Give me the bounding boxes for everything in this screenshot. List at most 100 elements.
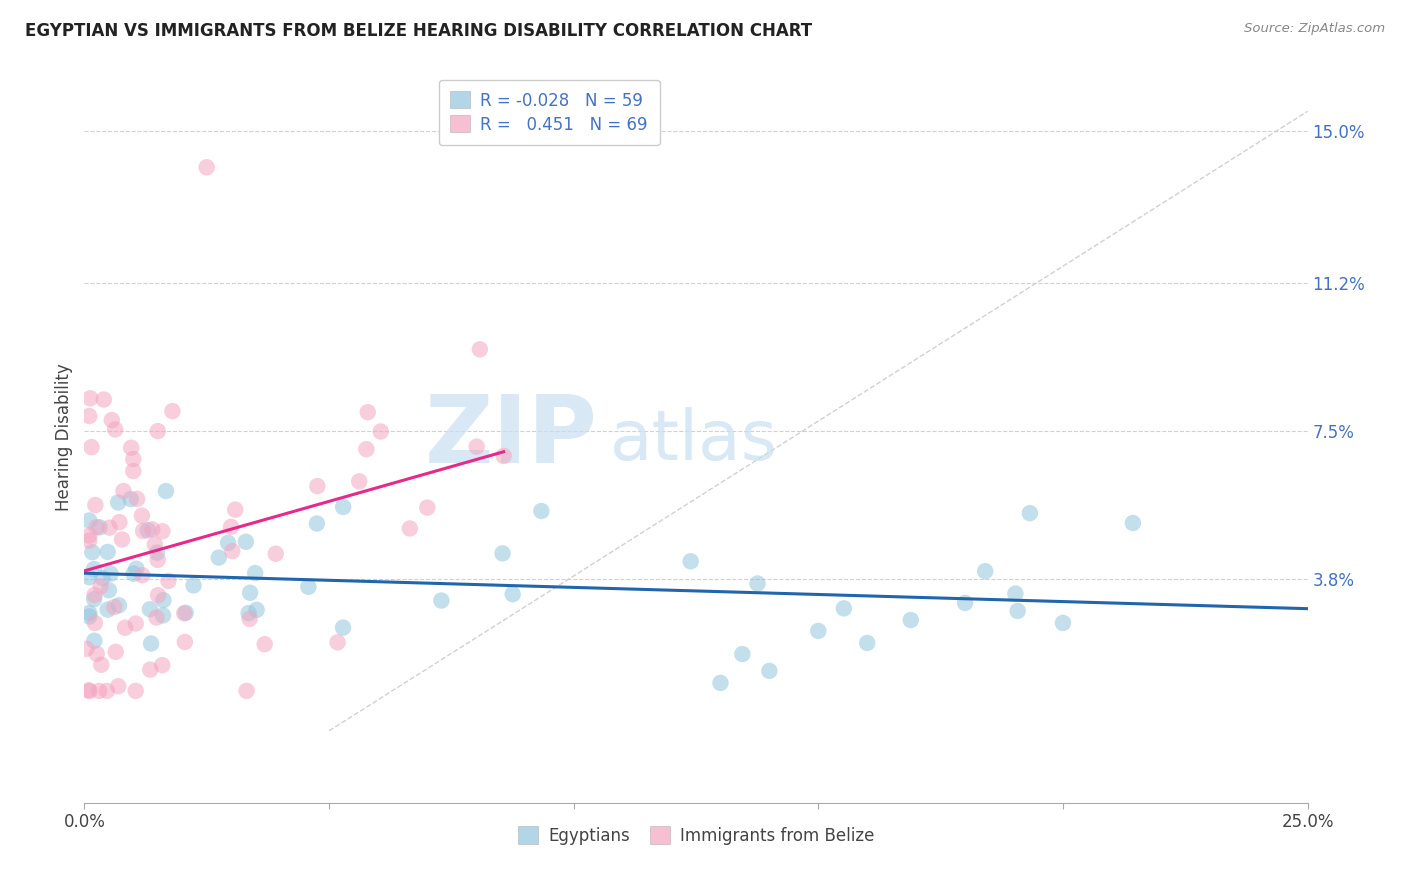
Point — [80, 440, 103, 454]
Point — [235, 534, 257, 549]
Point — [108, 599, 131, 613]
Point — [174, 606, 197, 620]
Point — [709, 676, 731, 690]
Point — [122, 464, 145, 478]
Text: ZIP: ZIP — [425, 391, 598, 483]
Point — [77, 570, 100, 584]
Point — [132, 524, 155, 538]
Point — [195, 161, 218, 175]
Point — [125, 616, 148, 631]
Point — [416, 500, 439, 515]
Point — [173, 635, 195, 649]
Point — [974, 564, 997, 578]
Point — [77, 409, 100, 423]
Point — [122, 566, 145, 581]
Point — [217, 536, 239, 550]
Point — [100, 566, 122, 581]
Point — [82, 545, 104, 559]
Point — [152, 608, 174, 623]
Point — [530, 504, 553, 518]
Point — [146, 546, 169, 560]
Point — [430, 593, 453, 607]
Point — [239, 612, 262, 626]
Point — [326, 635, 349, 649]
Point — [120, 441, 142, 455]
Point — [1052, 615, 1074, 630]
Point — [398, 521, 420, 535]
Point — [136, 523, 159, 537]
Point — [183, 578, 205, 592]
Point — [83, 633, 105, 648]
Point — [465, 440, 488, 454]
Point — [125, 684, 148, 698]
Point — [900, 613, 922, 627]
Point — [83, 588, 105, 602]
Point — [131, 568, 153, 582]
Point — [79, 391, 101, 405]
Point — [747, 576, 769, 591]
Point — [235, 684, 257, 698]
Point — [224, 502, 246, 516]
Point — [238, 606, 260, 620]
Point — [155, 483, 177, 498]
Point — [108, 515, 131, 529]
Point — [98, 521, 121, 535]
Point — [97, 545, 120, 559]
Point — [297, 580, 319, 594]
Point — [77, 609, 100, 624]
Point — [84, 615, 107, 630]
Point — [112, 483, 135, 498]
Point — [807, 624, 830, 638]
Point — [91, 571, 114, 585]
Point — [758, 664, 780, 678]
Point — [219, 520, 242, 534]
Point — [1122, 516, 1144, 530]
Point — [103, 600, 125, 615]
Point — [1004, 586, 1026, 600]
Point — [87, 684, 110, 698]
Point — [139, 663, 162, 677]
Point — [83, 562, 105, 576]
Point — [253, 637, 276, 651]
Point — [162, 404, 184, 418]
Point — [104, 422, 127, 436]
Point — [127, 491, 149, 506]
Point — [492, 449, 515, 463]
Point — [152, 593, 174, 607]
Point — [239, 586, 262, 600]
Point — [86, 520, 108, 534]
Point — [97, 602, 120, 616]
Point — [953, 596, 976, 610]
Point — [305, 516, 328, 531]
Point — [245, 566, 267, 580]
Point — [77, 533, 100, 548]
Point — [502, 587, 524, 601]
Point — [731, 647, 754, 661]
Point — [101, 413, 124, 427]
Point — [173, 607, 195, 621]
Point — [356, 442, 378, 457]
Point — [491, 546, 513, 560]
Text: Source: ZipAtlas.com: Source: ZipAtlas.com — [1244, 22, 1385, 36]
Point — [264, 547, 287, 561]
Point — [332, 500, 354, 514]
Point — [114, 621, 136, 635]
Y-axis label: Hearing Disability: Hearing Disability — [55, 363, 73, 511]
Point — [76, 641, 98, 656]
Point — [89, 520, 111, 534]
Point — [90, 657, 112, 672]
Point — [150, 658, 173, 673]
Point — [90, 579, 112, 593]
Text: atlas: atlas — [610, 408, 778, 475]
Point — [832, 601, 855, 615]
Point — [145, 610, 167, 624]
Point — [111, 533, 134, 547]
Point — [139, 602, 162, 616]
Point — [468, 343, 491, 357]
Point — [349, 475, 371, 489]
Point — [146, 553, 169, 567]
Point — [141, 523, 163, 537]
Point — [107, 495, 129, 509]
Point — [246, 603, 269, 617]
Point — [370, 425, 392, 439]
